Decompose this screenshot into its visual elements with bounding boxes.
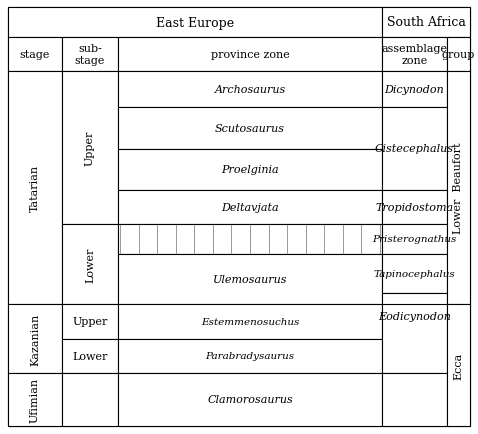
- Text: Kazanian: Kazanian: [30, 312, 40, 365]
- Text: Archosaurus: Archosaurus: [214, 85, 286, 95]
- Bar: [118, 373, 382, 426]
- Bar: [118, 304, 382, 339]
- Text: Upper: Upper: [85, 131, 95, 166]
- Text: province zone: province zone: [211, 50, 289, 60]
- Text: Tatarian: Tatarian: [30, 164, 40, 211]
- Bar: [62, 38, 118, 72]
- Bar: [382, 293, 447, 339]
- Bar: [447, 304, 470, 426]
- Bar: [62, 339, 118, 373]
- Bar: [8, 38, 62, 72]
- Text: sub-
stage: sub- stage: [75, 44, 105, 66]
- Bar: [118, 191, 382, 224]
- Text: assemblage
zone: assemblage zone: [381, 44, 447, 66]
- Bar: [382, 373, 447, 426]
- Text: Dicynodon: Dicynodon: [385, 85, 445, 95]
- Bar: [382, 304, 447, 373]
- Bar: [62, 224, 118, 304]
- Bar: [62, 373, 118, 426]
- Text: Ulemosaurus: Ulemosaurus: [213, 274, 287, 284]
- Text: Ecca: Ecca: [454, 352, 464, 379]
- Text: Upper: Upper: [72, 317, 108, 327]
- Bar: [118, 108, 382, 150]
- Bar: [118, 72, 382, 108]
- Bar: [382, 224, 447, 254]
- Bar: [447, 38, 470, 72]
- Bar: [118, 150, 382, 191]
- Bar: [62, 72, 118, 224]
- Bar: [382, 191, 447, 224]
- Bar: [382, 254, 447, 293]
- Bar: [8, 373, 62, 426]
- Bar: [8, 8, 382, 38]
- Bar: [118, 339, 382, 373]
- Text: Scutosaurus: Scutosaurus: [215, 124, 285, 134]
- Text: Tapinocephalus: Tapinocephalus: [374, 270, 456, 278]
- Text: stage: stage: [20, 50, 50, 60]
- Bar: [447, 72, 470, 304]
- Text: East Europe: East Europe: [156, 16, 234, 30]
- Text: Lower: Lower: [72, 351, 108, 361]
- Text: Lower  Beaufort: Lower Beaufort: [454, 142, 464, 234]
- Bar: [382, 108, 447, 191]
- Text: Deltavjata: Deltavjata: [221, 203, 279, 213]
- Text: Cistecephalus: Cistecephalus: [375, 144, 454, 154]
- Bar: [62, 304, 118, 339]
- Text: Pristerognathus: Pristerognathus: [372, 235, 456, 244]
- Bar: [118, 38, 382, 72]
- Text: Proelginia: Proelginia: [221, 165, 279, 175]
- Text: Ufimian: Ufimian: [30, 377, 40, 422]
- Bar: [118, 254, 382, 304]
- Bar: [118, 224, 382, 254]
- Bar: [382, 38, 447, 72]
- Text: Clamorosaurus: Clamorosaurus: [207, 395, 293, 404]
- Text: Eodicynodon: Eodicynodon: [378, 311, 451, 321]
- Text: group: group: [442, 50, 475, 60]
- Bar: [8, 304, 62, 373]
- Text: Estemmenosuchus: Estemmenosuchus: [201, 317, 299, 326]
- Text: Tropidostoma: Tropidostoma: [375, 203, 454, 213]
- Bar: [8, 72, 62, 304]
- Text: Parabradysaurus: Parabradysaurus: [206, 352, 294, 361]
- Text: Lower: Lower: [85, 247, 95, 282]
- Bar: [382, 72, 447, 108]
- Bar: [382, 8, 470, 38]
- Text: South Africa: South Africa: [387, 16, 466, 30]
